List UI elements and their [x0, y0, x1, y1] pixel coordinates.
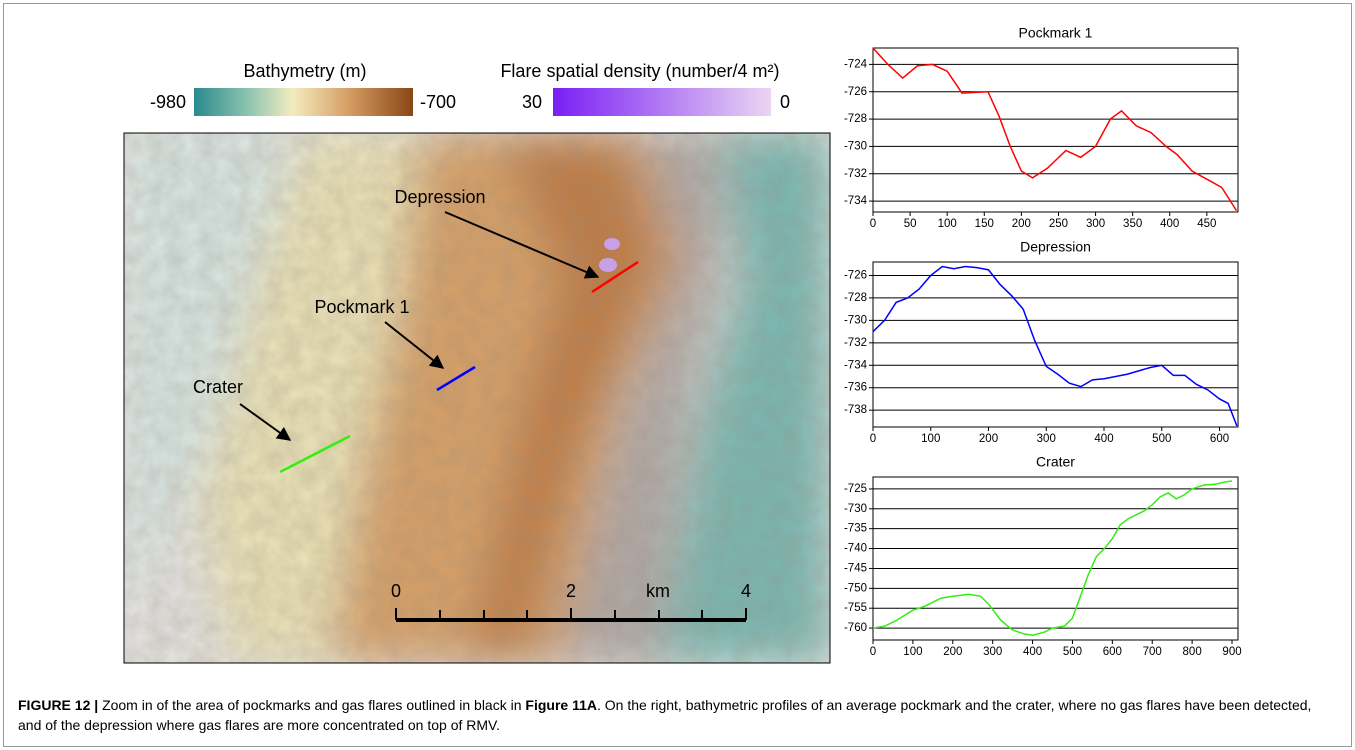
- legend-min: 30: [522, 92, 542, 112]
- y-tick-label: -732: [844, 337, 867, 349]
- map-label: Crater: [193, 377, 243, 397]
- legend-max: 0: [780, 92, 790, 112]
- bathymetry-map: [124, 133, 830, 663]
- x-tick-label: 250: [1049, 218, 1068, 230]
- legend-title: Bathymetry (m): [243, 61, 366, 81]
- y-tick-label: -730: [844, 140, 867, 152]
- plot-frame: [873, 262, 1238, 427]
- plot-frame: [873, 48, 1238, 212]
- caption-ref: Figure 11A: [525, 697, 597, 713]
- x-tick-label: 600: [1103, 646, 1122, 658]
- x-tick-label: 200: [979, 433, 998, 445]
- plot-frame: [873, 477, 1238, 640]
- legend-max: -700: [420, 92, 456, 112]
- y-tick-label: -745: [844, 562, 867, 574]
- x-tick-label: 900: [1222, 646, 1241, 658]
- x-tick-label: 0: [870, 646, 876, 658]
- x-tick-label: 100: [903, 646, 922, 658]
- map-label: Pockmark 1: [314, 297, 409, 317]
- x-tick-label: 200: [943, 646, 962, 658]
- x-tick-label: 300: [1086, 218, 1105, 230]
- chart-title: Depression: [1020, 239, 1091, 255]
- x-tick-label: 600: [1210, 433, 1229, 445]
- x-tick-label: 300: [1037, 433, 1056, 445]
- y-tick-label: -734: [844, 195, 868, 207]
- x-tick-label: 200: [1012, 218, 1031, 230]
- x-tick-label: 500: [1152, 433, 1171, 445]
- x-tick-label: 450: [1197, 218, 1216, 230]
- y-tick-label: -732: [844, 168, 867, 180]
- x-tick-label: 50: [904, 218, 917, 230]
- profile-line: [873, 48, 1237, 211]
- x-tick-label: 500: [1063, 646, 1082, 658]
- chart-title: Pockmark 1: [1019, 25, 1093, 41]
- caption-text: Zoom in of the area of pockmarks and gas…: [102, 697, 525, 713]
- y-tick-label: -726: [844, 270, 867, 282]
- y-tick-label: -726: [844, 86, 867, 98]
- y-tick-label: -750: [844, 582, 867, 594]
- y-tick-label: -730: [844, 503, 867, 515]
- y-tick-label: -755: [844, 602, 867, 614]
- scale-label: 2: [566, 581, 576, 601]
- y-tick-label: -728: [844, 292, 867, 304]
- legend-colorbar: [553, 88, 771, 116]
- caption-label: FIGURE 12 |: [18, 697, 98, 713]
- x-tick-label: 400: [1023, 646, 1042, 658]
- x-tick-label: 800: [1183, 646, 1202, 658]
- y-tick-label: -724: [844, 58, 868, 70]
- x-tick-label: 700: [1143, 646, 1162, 658]
- legend-min: -980: [150, 92, 186, 112]
- x-tick-label: 0: [870, 218, 876, 230]
- scale-label: 4: [741, 581, 751, 601]
- legend-title: Flare spatial density (number/4 m²): [500, 61, 779, 81]
- x-tick-label: 400: [1094, 433, 1113, 445]
- x-tick-label: 150: [975, 218, 994, 230]
- caption: FIGURE 12 | Zoom in of the area of pockm…: [18, 695, 1338, 735]
- x-tick-label: 100: [938, 218, 957, 230]
- y-tick-label: -730: [844, 314, 867, 326]
- x-tick-label: 0: [870, 433, 876, 445]
- y-tick-label: -725: [844, 483, 867, 495]
- scale-unit: km: [646, 581, 670, 601]
- y-tick-label: -734: [844, 359, 868, 371]
- y-tick-label: -738: [844, 404, 867, 416]
- figure: Bathymetry (m) -980 -700 Flare spatial d…: [0, 0, 1355, 690]
- chart-title: Crater: [1036, 454, 1075, 470]
- y-tick-label: -736: [844, 382, 867, 394]
- y-tick-label: -760: [844, 622, 867, 634]
- map-label: Depression: [394, 187, 485, 207]
- profile-line: [873, 481, 1232, 635]
- x-tick-label: 400: [1160, 218, 1179, 230]
- legend-colorbar: [194, 88, 413, 116]
- x-tick-label: 300: [983, 646, 1002, 658]
- x-tick-label: 350: [1123, 218, 1142, 230]
- x-tick-label: 100: [921, 433, 940, 445]
- y-tick-label: -735: [844, 523, 867, 535]
- y-tick-label: -728: [844, 113, 867, 125]
- profile-line: [873, 266, 1237, 425]
- y-tick-label: -740: [844, 543, 867, 555]
- scale-label: 0: [391, 581, 401, 601]
